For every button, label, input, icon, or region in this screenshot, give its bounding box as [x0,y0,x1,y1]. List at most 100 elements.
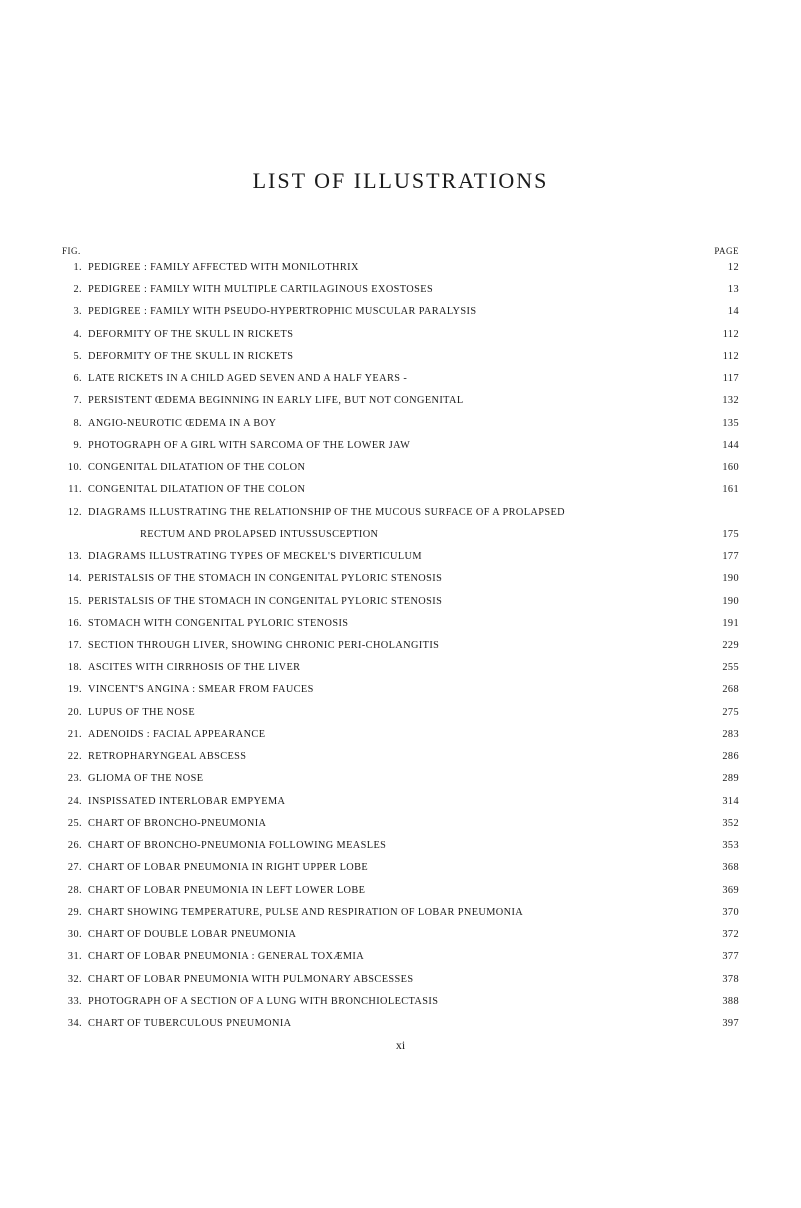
item-number: 26. [62,838,86,853]
item-number: 27. [62,860,86,875]
item-number: 21. [62,727,86,742]
item-text: VINCENT'S ANGINA : SMEAR FROM FAUCES [86,682,699,697]
list-item: 10.CONGENITAL DILATATION OF THE COLON160 [62,460,739,475]
item-text: DEFORMITY OF THE SKULL IN RICKETS [86,349,699,364]
item-number: 16. [62,616,86,631]
column-headers: FIG. PAGE [62,246,739,256]
item-text: LATE RICKETS IN A CHILD AGED SEVEN AND A… [86,371,699,386]
item-number: 28. [62,883,86,898]
item-number: 2. [62,282,86,297]
item-number: 8. [62,416,86,431]
illustrations-list: 1.PEDIGREE : FAMILY AFFECTED WITH MONILO… [62,260,739,1031]
list-item: 28.CHART OF LOBAR PNEUMONIA IN LEFT LOWE… [62,883,739,898]
item-page: 314 [699,794,739,809]
item-text: GLIOMA OF THE NOSE [86,771,699,786]
item-text: PERISTALSIS OF THE STOMACH IN CONGENITAL… [86,594,699,609]
list-item: 19.VINCENT'S ANGINA : SMEAR FROM FAUCES2… [62,682,739,697]
item-number: 20. [62,705,86,720]
item-page: 283 [699,727,739,742]
item-number: 18. [62,660,86,675]
item-text: PHOTOGRAPH OF A GIRL WITH SARCOMA OF THE… [86,438,699,453]
item-page: 160 [699,460,739,475]
item-page: 14 [699,304,739,319]
item-text: PEDIGREE : FAMILY AFFECTED WITH MONILOTH… [86,260,699,275]
item-page: 255 [699,660,739,675]
item-page: 112 [699,349,739,364]
item-page: 369 [699,883,739,898]
item-number: 13. [62,549,86,564]
item-number: 24. [62,794,86,809]
item-number: 5. [62,349,86,364]
item-number: 15. [62,594,86,609]
item-number: 17. [62,638,86,653]
item-page: 132 [699,393,739,408]
list-item: 17.SECTION THROUGH LIVER, SHOWING CHRONI… [62,638,739,653]
item-number: 25. [62,816,86,831]
list-item: 22.RETROPHARYNGEAL ABSCESS286 [62,749,739,764]
list-item: 27.CHART OF LOBAR PNEUMONIA IN RIGHT UPP… [62,860,739,875]
item-text: CHART OF TUBERCULOUS PNEUMONIA [86,1016,699,1031]
list-item: 18.ASCITES WITH CIRRHOSIS OF THE LIVER25… [62,660,739,675]
item-page: 135 [699,416,739,431]
item-text: ASCITES WITH CIRRHOSIS OF THE LIVER [86,660,699,675]
item-page: 144 [699,438,739,453]
item-text: PERSISTENT ŒDEMA BEGINNING IN EARLY LIFE… [86,393,699,408]
item-text: CHART OF BRONCHO-PNEUMONIA FOLLOWING MEA… [86,838,699,853]
item-number: 22. [62,749,86,764]
item-page: 377 [699,949,739,964]
list-item: 8.ANGIO-NEUROTIC ŒDEMA IN A BOY135 [62,416,739,431]
list-item: 31.CHART OF LOBAR PNEUMONIA : GENERAL TO… [62,949,739,964]
item-number: 19. [62,682,86,697]
item-text: CHART OF DOUBLE LOBAR PNEUMONIA [86,927,699,942]
list-item: 16.STOMACH WITH CONGENITAL PYLORIC STENO… [62,616,739,631]
item-page: 353 [699,838,739,853]
list-item-continuation: RECTUM AND PROLAPSED INTUSSUSCEPTION175 [62,527,739,542]
item-text: SECTION THROUGH LIVER, SHOWING CHRONIC P… [86,638,699,653]
list-item: 34.CHART OF TUBERCULOUS PNEUMONIA397 [62,1016,739,1031]
item-number: 9. [62,438,86,453]
list-item: 23.GLIOMA OF THE NOSE289 [62,771,739,786]
item-number: 29. [62,905,86,920]
item-text: DEFORMITY OF THE SKULL IN RICKETS [86,327,699,342]
item-text: DIAGRAMS ILLUSTRATING TYPES OF MECKEL'S … [86,549,699,564]
item-page: 289 [699,771,739,786]
item-text: PHOTOGRAPH OF A SECTION OF A LUNG WITH B… [86,994,699,1009]
item-page: 378 [699,972,739,987]
item-page: 388 [699,994,739,1009]
item-number: 31. [62,949,86,964]
item-number: 3. [62,304,86,319]
list-item: 14.PERISTALSIS OF THE STOMACH IN CONGENI… [62,571,739,586]
item-page: 190 [699,594,739,609]
item-number: 14. [62,571,86,586]
item-number: 33. [62,994,86,1009]
item-number: 4. [62,327,86,342]
item-number: 7. [62,393,86,408]
item-text: CHART OF LOBAR PNEUMONIA : GENERAL TOXÆM… [86,949,699,964]
list-item: 1.PEDIGREE : FAMILY AFFECTED WITH MONILO… [62,260,739,275]
list-item: 30.CHART OF DOUBLE LOBAR PNEUMONIA372 [62,927,739,942]
fig-column-label: FIG. [62,246,92,256]
list-item: 3.PEDIGREE : FAMILY WITH PSEUDO-HYPERTRO… [62,304,739,319]
item-page: 372 [699,927,739,942]
list-item: 7.PERSISTENT ŒDEMA BEGINNING IN EARLY LI… [62,393,739,408]
item-number: 6. [62,371,86,386]
list-item: 24.INSPISSATED INTERLOBAR EMPYEMA314 [62,794,739,809]
list-item: 26.CHART OF BRONCHO-PNEUMONIA FOLLOWING … [62,838,739,853]
item-page: 370 [699,905,739,920]
item-page: 112 [699,327,739,342]
item-page: 161 [699,482,739,497]
list-item: 12.DIAGRAMS ILLUSTRATING THE RELATIONSHI… [62,505,739,520]
item-page: 117 [699,371,739,386]
item-page: 368 [699,860,739,875]
item-text: ANGIO-NEUROTIC ŒDEMA IN A BOY [86,416,699,431]
item-text: STOMACH WITH CONGENITAL PYLORIC STENOSIS [86,616,699,631]
list-item: 11.CONGENITAL DILATATION OF THE COLON161 [62,482,739,497]
item-page: 397 [699,1016,739,1031]
item-page: 13 [699,282,739,297]
list-item: 32.CHART OF LOBAR PNEUMONIA WITH PULMONA… [62,972,739,987]
item-number: 12. [62,505,86,520]
item-page: 190 [699,571,739,586]
item-text: PERISTALSIS OF THE STOMACH IN CONGENITAL… [86,571,699,586]
item-text: CHART OF LOBAR PNEUMONIA IN RIGHT UPPER … [86,860,699,875]
list-item: 21.ADENOIDS : FACIAL APPEARANCE283 [62,727,739,742]
